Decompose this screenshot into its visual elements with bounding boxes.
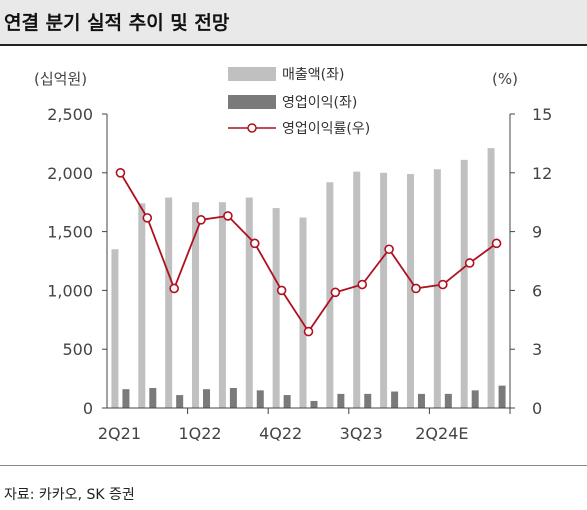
margin-line <box>115 168 502 337</box>
page-title: 연결 분기 실적 추이 및 전망 <box>4 12 230 34</box>
operating-profit-bar <box>310 400 318 408</box>
margin-point <box>303 326 314 337</box>
revenue-bar <box>192 202 200 408</box>
title-bar <box>0 0 587 44</box>
source-divider <box>0 465 587 466</box>
revenue-bar <box>487 148 495 408</box>
margin-point <box>384 244 394 255</box>
right-axis-ticks: 0 3 6 9 12 15 <box>510 105 552 418</box>
operating-profit-bar <box>364 393 372 408</box>
operating-profit-bar <box>229 388 237 408</box>
revenue-bar <box>433 169 441 408</box>
operating-profit-bar <box>149 388 157 408</box>
margin-point <box>276 285 287 296</box>
revenue-bar <box>380 172 388 408</box>
bars <box>111 148 506 408</box>
margin-point <box>357 279 368 290</box>
legend-label-1: 매출액(좌) <box>282 67 344 83</box>
right-tick-label: 15 <box>532 105 552 124</box>
x-axis-ticks: 2Q21 1Q22 4Q22 3Q23 2Q24E <box>98 408 511 443</box>
margin-point <box>115 168 126 178</box>
title-divider <box>0 44 587 46</box>
margin-point <box>491 238 502 249</box>
margin-point <box>142 213 153 223</box>
operating-profit-bar <box>176 395 184 408</box>
operating-profit-bar <box>498 385 506 408</box>
revenue-bar <box>353 171 361 408</box>
axes <box>106 114 511 409</box>
margin-point <box>438 279 448 290</box>
margin-point <box>169 283 179 294</box>
legend: 매출액(좌) 영업이익(좌) 영업이익률(우) <box>228 67 370 137</box>
left-tick-label: 2,000 <box>47 164 93 183</box>
x-tick-label: 2Q21 <box>98 424 141 443</box>
left-axis-ticks: 0 500 1,000 1,500 2,000 2,500 <box>47 105 107 418</box>
right-tick-label: 0 <box>532 399 542 418</box>
margin-point <box>411 283 421 294</box>
revenue-bar <box>460 159 468 408</box>
revenue-bar <box>406 173 414 408</box>
margin-point <box>223 211 233 221</box>
operating-profit-bar <box>203 389 211 408</box>
left-tick-label: 0 <box>83 399 93 418</box>
revenue-bar <box>299 217 307 408</box>
left-tick-label: 1,000 <box>47 281 93 300</box>
right-tick-label: 9 <box>532 223 542 242</box>
revenue-bar <box>272 208 280 408</box>
left-tick-label: 500 <box>62 340 93 359</box>
operating-profit-bar <box>417 393 425 408</box>
right-tick-label: 3 <box>532 340 542 359</box>
revenue-bar <box>245 197 253 408</box>
x-tick-label: 1Q22 <box>178 424 221 443</box>
revenue-bar <box>165 197 173 408</box>
legend-swatch-2 <box>228 95 276 109</box>
left-tick-label: 1,500 <box>47 223 93 242</box>
chart: (십억원) (%) 매출액(좌) 영업이익(좌) 영업이익률(우) 0 500 1,00… <box>34 67 552 443</box>
right-tick-label: 12 <box>532 164 552 183</box>
operating-profit-bar <box>256 390 264 408</box>
revenue-bar <box>111 249 119 408</box>
operating-profit-bar <box>337 393 345 408</box>
operating-profit-bar <box>471 390 479 408</box>
legend-label-2: 영업이익(좌) <box>282 95 357 111</box>
x-tick-label: 3Q23 <box>340 424 383 443</box>
revenue-bar <box>218 202 226 408</box>
right-axis-unit: (%) <box>492 70 518 88</box>
source-note: 자료: 카카오, SK 증권 <box>4 487 135 503</box>
operating-profit-bar <box>283 395 291 408</box>
margin-point <box>464 258 475 268</box>
left-axis-unit: (십억원) <box>34 70 87 88</box>
revenue-bar <box>138 203 146 408</box>
operating-profit-bar <box>444 393 452 408</box>
revenue-bar <box>326 182 334 408</box>
operating-profit-bar <box>122 389 130 408</box>
margin-point <box>330 287 341 298</box>
legend-marker <box>247 123 257 133</box>
right-tick-label: 6 <box>532 281 542 300</box>
margin-point <box>196 215 206 225</box>
operating-profit-bar <box>391 391 399 408</box>
x-tick-label: 4Q22 <box>259 424 302 443</box>
margin-point <box>249 238 260 249</box>
legend-swatch-1 <box>228 67 276 81</box>
x-tick-label: 2Q24E <box>415 424 468 443</box>
left-tick-label: 2,500 <box>47 105 93 124</box>
legend-label-3: 영업이익률(우) <box>282 121 370 137</box>
